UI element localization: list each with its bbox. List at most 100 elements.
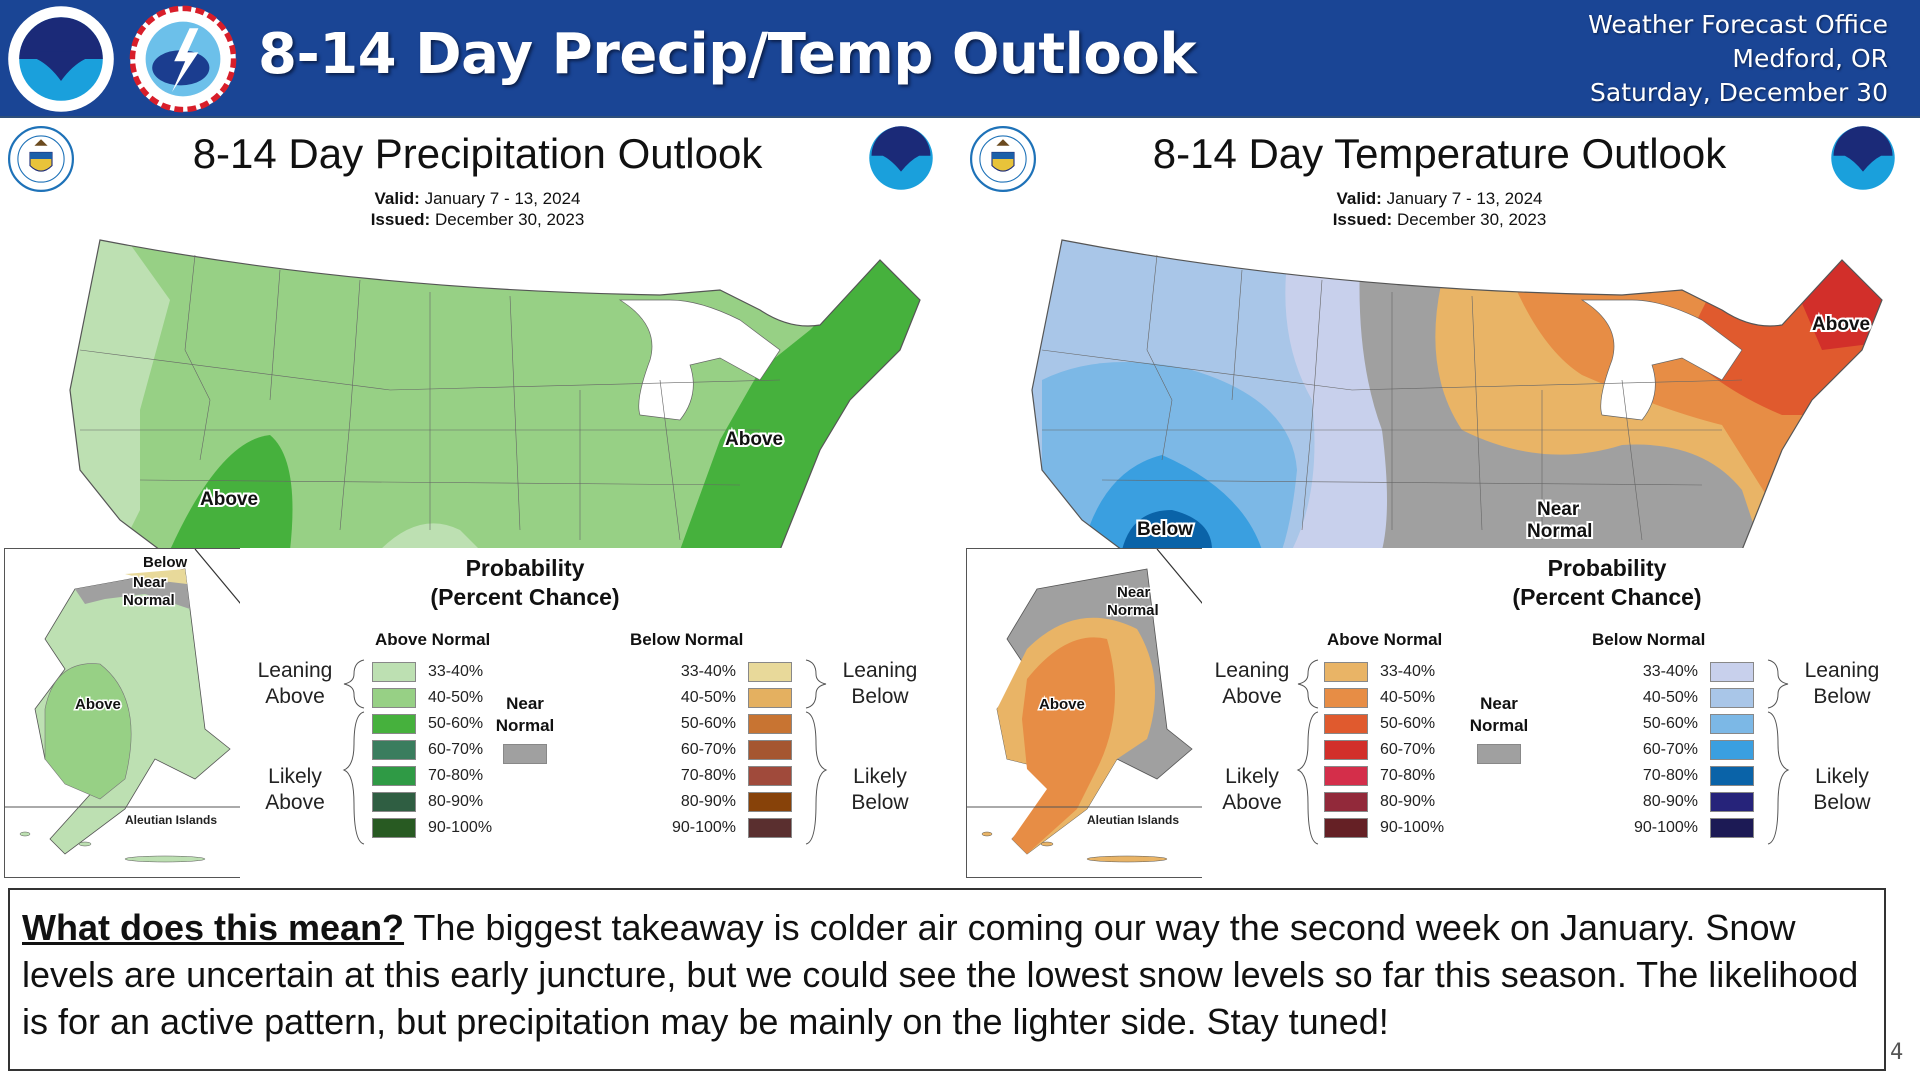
below-normal-header: Below Normal <box>630 630 744 649</box>
legend-row: 60-70% <box>372 738 483 762</box>
state-borders <box>1041 254 1743 541</box>
legend-swatch <box>748 792 792 812</box>
great-lakes <box>618 299 781 421</box>
legend-range-label: 90-100% <box>1633 819 1698 836</box>
legend-range-label: 70-80% <box>680 767 736 784</box>
legend-swatch <box>1710 662 1754 682</box>
above-normal-header: Above Normal <box>1327 630 1443 649</box>
precip-legend: Probability (Percent Chance) Above Norma… <box>240 548 955 878</box>
precip-title: 8-14 Day Precipitation Outlook <box>192 130 763 177</box>
summary-text: The biggest takeaway is colder air comin… <box>22 907 1859 1042</box>
legend-row: 40-50% <box>660 686 792 710</box>
likely-above-label: Likely Above <box>1222 765 1282 814</box>
aleutian-label: Aleutian Islands <box>1087 813 1179 827</box>
legend-range-label: 60-70% <box>680 741 736 758</box>
legend-swatch <box>1324 766 1368 786</box>
legend-title: Probability (Percent Chance) <box>430 555 620 610</box>
commerce-seal-icon <box>970 126 1036 192</box>
legend-row: 60-70% <box>1324 738 1435 762</box>
legend-range-label: 33-40% <box>1642 663 1698 680</box>
below-normal-header: Below Normal <box>1592 630 1706 649</box>
legend-row: 90-100% <box>372 816 492 840</box>
ak-label-near: Near <box>1117 584 1151 601</box>
summary-lead: What does this mean? <box>22 907 405 948</box>
valid-label: Valid: <box>1336 189 1382 208</box>
temp-alaska-inset: Near Normal Above Aleutian Islands <box>966 548 1206 878</box>
legend-range-label: 60-70% <box>428 741 484 758</box>
leaning-below-label: Leaning Below <box>1804 659 1880 708</box>
temp-legend: Probability (Percent Chance) Above Norma… <box>1202 548 1917 878</box>
legend-title: Probability (Percent Chance) <box>1512 555 1702 610</box>
legend-swatch <box>748 818 792 838</box>
legend-range-label: 90-100% <box>428 819 493 836</box>
legend-row: 50-60% <box>660 712 792 736</box>
page-title: 8-14 Day Precip/Temp Outlook <box>258 22 1197 87</box>
near-normal-swatch <box>503 744 547 764</box>
legend-swatch <box>748 740 792 760</box>
legend-range-label: 90-100% <box>671 819 736 836</box>
legend-swatch <box>1710 766 1754 786</box>
legend-range-label: 40-50% <box>680 689 736 706</box>
legend-swatch <box>1324 662 1368 682</box>
legend-row: 33-40% <box>660 660 792 684</box>
legend-range-label: 90-100% <box>1380 819 1445 836</box>
legend-swatch <box>372 688 416 708</box>
legend-range-label: 50-60% <box>428 715 484 732</box>
precip-conus-map: Above Above <box>69 239 921 550</box>
brace-below-icon <box>805 659 828 845</box>
header-banner: 8-14 Day Precip/Temp Outlook Weather For… <box>0 0 1920 118</box>
temp-map-label-near: Near <box>1537 499 1580 520</box>
legend-row: 50-60% <box>1324 712 1435 736</box>
legend-range-label: 80-90% <box>680 793 736 810</box>
issued-value: December 30, 2023 <box>1396 210 1547 229</box>
legend-swatch <box>372 740 416 760</box>
legend-row: 90-100% <box>1622 816 1754 840</box>
legend-swatch <box>372 766 416 786</box>
legend-range-label: 33-40% <box>680 663 736 680</box>
legend-range-label: 33-40% <box>428 663 484 680</box>
state-borders <box>79 254 781 541</box>
office-location: Medford, OR <box>1732 44 1888 73</box>
temp-map-label-below: Below <box>1137 519 1193 540</box>
brace-below-icon <box>1767 659 1790 845</box>
legend-range-label: 40-50% <box>1642 689 1698 706</box>
issued-value: December 30, 2023 <box>434 210 585 229</box>
page-number: 4 <box>1890 1040 1904 1065</box>
legend-row: 70-80% <box>660 764 792 788</box>
legend-row: 70-80% <box>1324 764 1435 788</box>
office-info: Weather Forecast Office Medford, OR Satu… <box>1588 8 1888 110</box>
legend-swatch <box>1324 740 1368 760</box>
above-normal-header: Above Normal <box>375 630 491 649</box>
legend-swatch <box>748 688 792 708</box>
legend-range-label: 40-50% <box>428 689 484 706</box>
legend-swatch <box>1324 714 1368 734</box>
legend-row: 80-90% <box>372 790 483 814</box>
legend-row: 90-100% <box>660 816 792 840</box>
temp-conus-map: Above Below Near Normal <box>1031 239 1883 550</box>
precip-texas-region <box>380 523 480 550</box>
legend-range-label: 50-60% <box>1380 715 1436 732</box>
legend-swatch <box>1710 792 1754 812</box>
legend-row: 40-50% <box>1622 686 1754 710</box>
issue-date: Saturday, December 30 <box>1590 78 1888 107</box>
legend-row: 90-100% <box>1324 816 1444 840</box>
legend-swatch <box>748 714 792 734</box>
legend-row: 70-80% <box>372 764 483 788</box>
ak-label-above: Above <box>1039 696 1085 713</box>
ak-label-near: Near <box>133 574 167 591</box>
ak-label-above: Above <box>75 696 121 713</box>
legend-swatch <box>372 662 416 682</box>
legend-swatch <box>748 662 792 682</box>
legend-range-label: 80-90% <box>1642 793 1698 810</box>
legend-swatch <box>1710 714 1754 734</box>
legend-range-label: 80-90% <box>428 793 484 810</box>
near-normal-label: Near Normal <box>495 694 555 735</box>
precip-outlook-panel: 8-14 Day Precipitation Outlook Valid: Ja… <box>0 120 955 880</box>
legend-row: 50-60% <box>372 712 483 736</box>
legend-row: 50-60% <box>1622 712 1754 736</box>
legend-row: 70-80% <box>1622 764 1754 788</box>
legend-range-label: 70-80% <box>1642 767 1698 784</box>
leaning-above-label: Leaning Above <box>257 659 333 708</box>
legend-range-label: 50-60% <box>680 715 736 732</box>
legend-swatch <box>1710 688 1754 708</box>
